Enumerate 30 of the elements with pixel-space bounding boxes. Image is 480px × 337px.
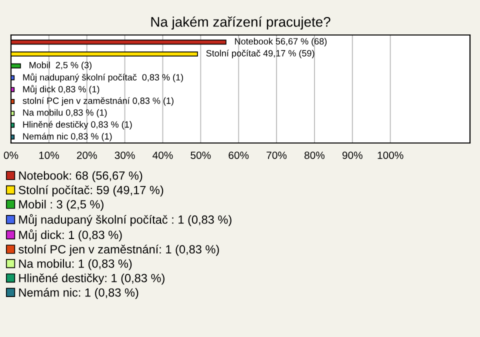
x-tick-label: 50% [190,152,211,159]
data-label: Stolní počítač 49,17 % (59) [206,50,314,58]
data-label: Na mobilu 0,83 % (1) [23,109,107,118]
legend-label: Notebook: 68 (56,67 %) [19,171,142,182]
x-tick-label: 90% [342,152,362,159]
legend-label: Můj dick: 1 (0,83 %) [19,229,122,242]
x-tick-label: 0% [4,152,18,159]
data-label: Nemám nic 0,83 % (1) [23,132,112,142]
legend-label: stolní PC jen v zaměstnání: 1 (0,83 %) [18,244,219,256]
data-label: Hliněné destičky 0,83 % (1) [23,120,132,130]
x-tick-label: 100% [378,152,404,159]
x-tick-label: 30% [114,152,135,159]
x-tick-label: 70% [266,152,287,159]
legend-label: Můj nadupaný školní počítač : 1 (0,83 %) [19,214,232,226]
data-label: Notebook 56,67 % (68) [235,38,327,46]
legend-label: Stolní počítač: 59 (49,17 %) [18,185,164,197]
data-label: Mobil 2,5 % (3) [30,62,92,70]
x-tick-label: 20% [76,152,97,159]
legend-label: Na mobilu: 1 (0,83 %) [19,259,132,270]
x-tick-label: 40% [152,152,173,159]
legend-label: Hliněné destičky: 1 (0,83 %) [19,273,164,285]
legend-label: Mobil : 3 (2,5 %) [19,200,104,211]
legend-label: Nemám nic: 1 (0,83 %) [19,288,138,300]
x-tick-label: 10% [39,152,59,159]
x-tick-label: 60% [228,152,249,159]
chart-title: Na jakém zařízení pracujete? [151,16,330,30]
data-label: Můj dick 0,83 % (1) [23,85,100,94]
data-label: Můj nadupaný školní počítač 0,83 % (1) [23,73,184,82]
x-tick-label: 80% [304,152,325,159]
data-label: stolní PC jen v zaměstnání 0,83 % (1) [22,97,174,106]
